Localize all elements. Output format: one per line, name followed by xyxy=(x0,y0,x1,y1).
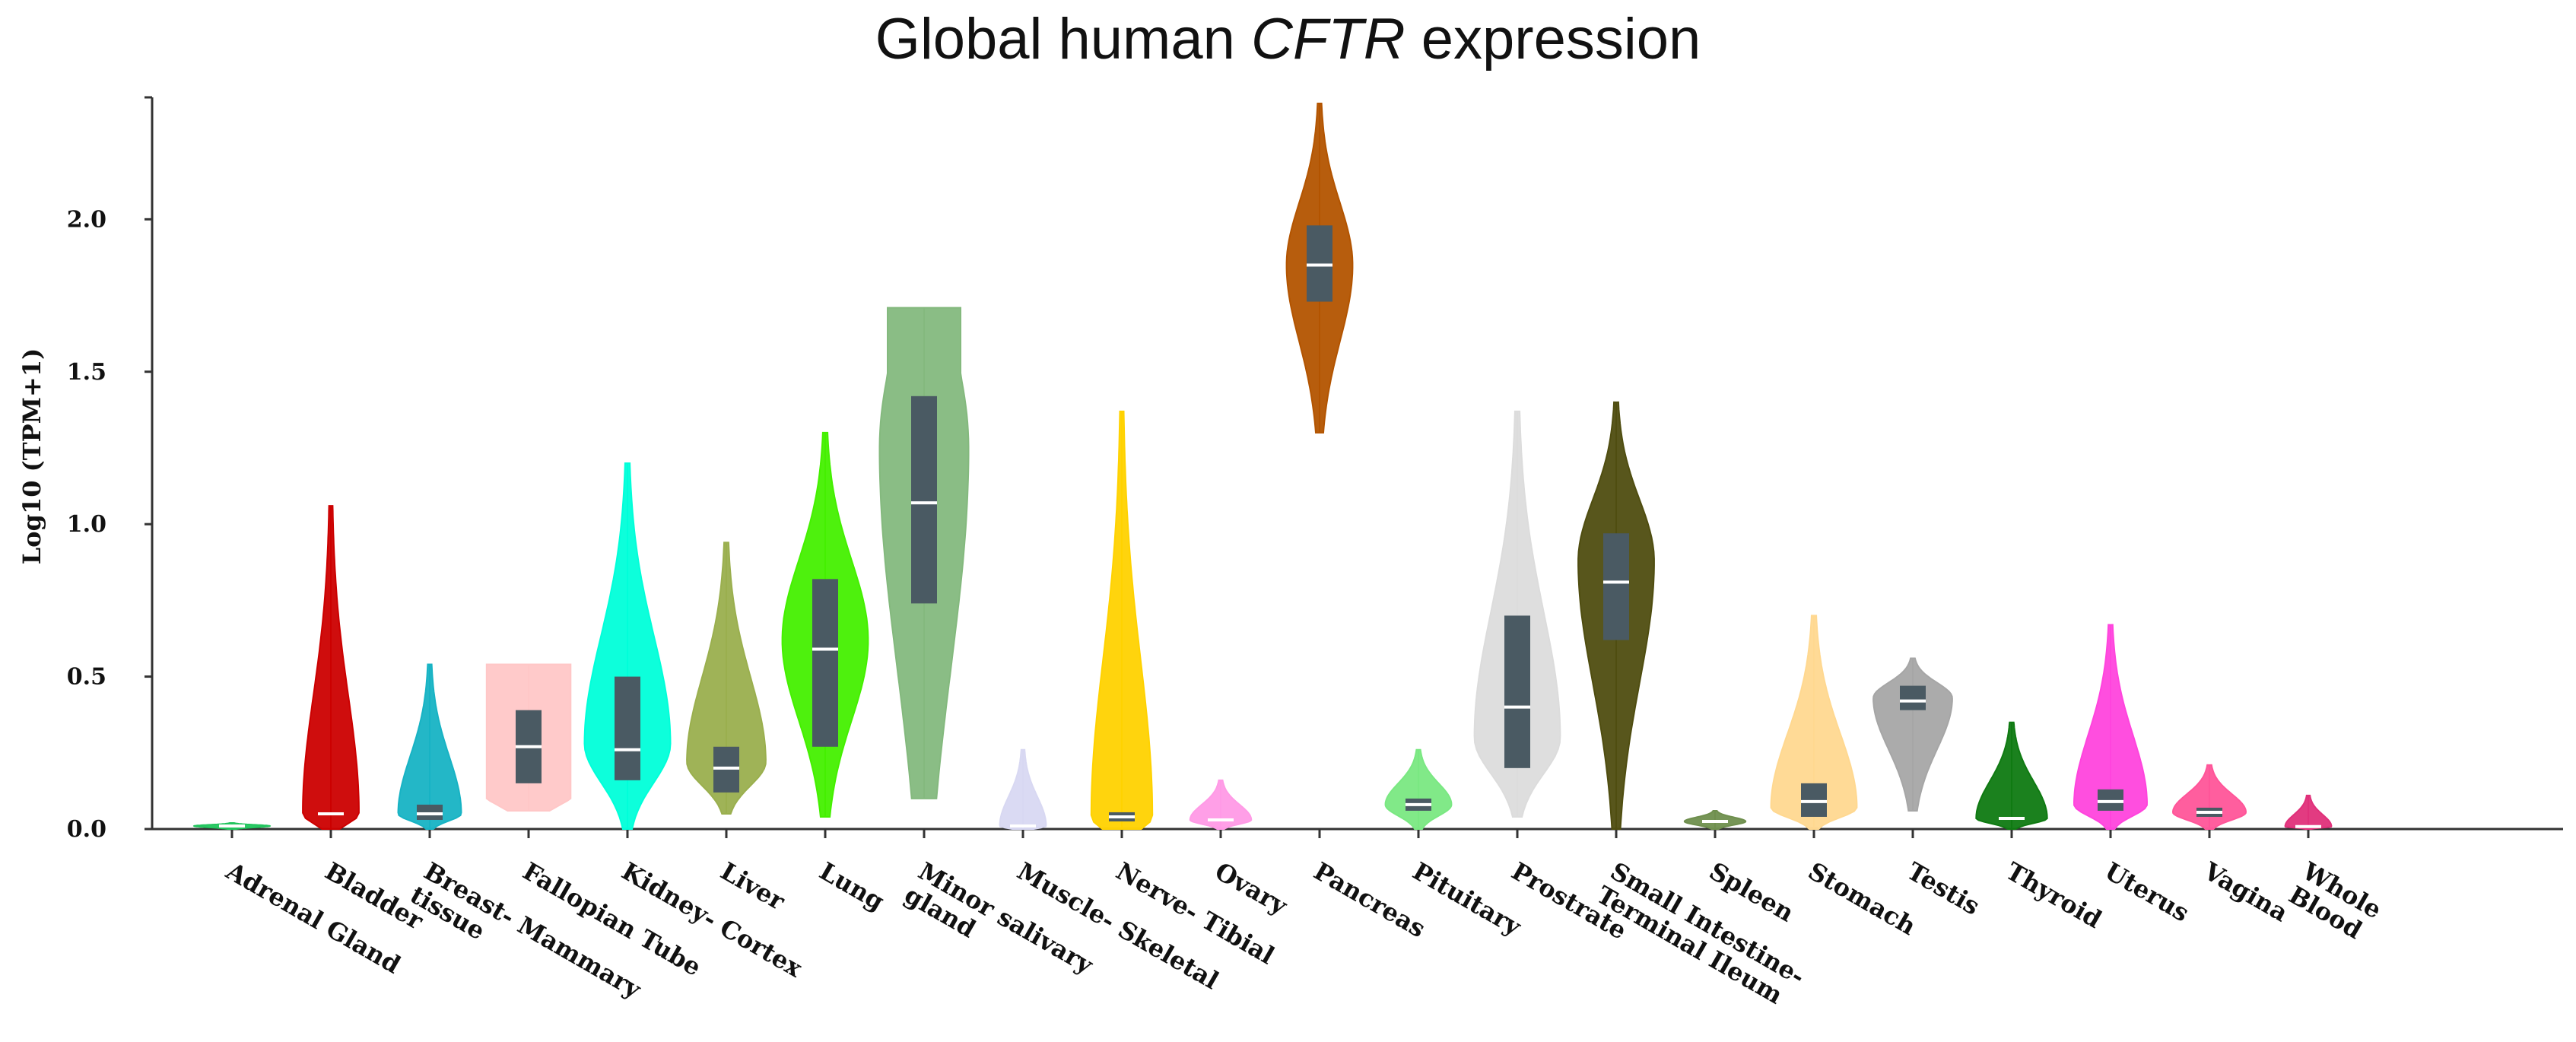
axes: 0.0 0.5 1.0 1.5 2.0 xyxy=(67,96,2563,843)
iqr-box xyxy=(812,579,838,747)
violin-liver xyxy=(686,542,767,815)
title-suffix: expression xyxy=(1405,7,1701,71)
violin-muscle-skeletal xyxy=(999,748,1047,830)
violin-lung xyxy=(781,431,869,818)
iqr-box xyxy=(2098,789,2123,811)
category-label: Ovary xyxy=(1210,856,1293,921)
violin-pituitary xyxy=(1384,748,1453,830)
category-label: Thyroid xyxy=(2001,856,2107,934)
category-label-line: Testis xyxy=(1902,856,1985,921)
category-label: Small Intestine-Terminal Ileum xyxy=(1592,856,1810,1015)
violin-stomach xyxy=(1770,615,1858,830)
violin-testis xyxy=(1872,657,1953,812)
violin-breast-mammary-tissue xyxy=(397,663,462,830)
violin-bladder xyxy=(302,505,360,830)
violin-minor-salivary-gland xyxy=(878,307,970,799)
category-label-line: Lung xyxy=(815,856,889,917)
category-label-line: Liver xyxy=(716,856,790,917)
category-label: WholeBlood xyxy=(2283,856,2387,948)
category-label-line: Thyroid xyxy=(2001,856,2107,934)
violin-vagina xyxy=(2171,764,2247,830)
title-gene: CFTR xyxy=(1251,7,1406,71)
iqr-box xyxy=(1307,225,1332,302)
category-label: Adrenal Gland xyxy=(221,856,405,980)
iqr-box xyxy=(911,396,937,604)
title-prefix: Global human xyxy=(875,7,1251,71)
category-label: Liver xyxy=(716,856,790,917)
violin-pancreas xyxy=(1285,102,1354,434)
violin-fallopian-tube xyxy=(485,663,572,812)
violin-spleen xyxy=(1683,809,1747,830)
category-label-line: Uterus xyxy=(2100,856,2194,928)
violin-uterus xyxy=(2073,624,2149,830)
violin-kidney-cortex xyxy=(583,462,672,830)
iqr-box xyxy=(615,676,640,780)
y-tick-label: 1.5 xyxy=(67,359,106,386)
violin-thyroid xyxy=(1975,721,2048,830)
iqr-box xyxy=(1801,783,1827,817)
y-tick-label: 1.0 xyxy=(67,511,106,538)
iqr-box xyxy=(1900,685,1926,710)
category-label-line: Kidney- Cortex xyxy=(617,856,808,983)
category-label-line: Vagina xyxy=(2198,856,2293,928)
category-label: Uterus xyxy=(2100,856,2194,928)
category-label: Kidney- Cortex xyxy=(617,856,808,983)
violin-prostrate xyxy=(1473,410,1561,818)
iqr-box xyxy=(1504,615,1530,768)
iqr-box xyxy=(1603,533,1629,640)
category-label-line: Ovary xyxy=(1210,856,1293,921)
violin-small-intestine-terminal-ileum xyxy=(1577,401,1655,830)
category-label-line: Stomach xyxy=(1803,856,1921,941)
chart-title: Global human CFTR expression xyxy=(0,6,2576,72)
y-tick-label: 0.0 xyxy=(67,816,106,843)
iqr-box xyxy=(417,804,443,820)
y-tick-label: 0.5 xyxy=(67,664,106,691)
category-label-line: Adrenal Gland xyxy=(221,856,405,980)
category-label: Stomach xyxy=(1803,856,1921,941)
y-tick-label: 2.0 xyxy=(67,206,106,233)
category-label: Pituitary xyxy=(1408,856,1527,942)
violins xyxy=(192,102,2333,830)
category-label: Pancreas xyxy=(1309,856,1431,943)
iqr-box xyxy=(713,746,739,793)
category-label: Minor salivarygland xyxy=(900,856,1099,1004)
violin-whole-blood xyxy=(2284,794,2333,830)
violin-nerve-tibial xyxy=(1090,410,1154,830)
violin-adrenal-gland xyxy=(192,821,272,830)
category-label: Lung xyxy=(815,856,889,917)
violin-ovary xyxy=(1189,779,1253,830)
category-label-line: Pituitary xyxy=(1408,856,1527,942)
category-label: Testis xyxy=(1902,856,1985,921)
category-label: Vagina xyxy=(2198,856,2293,928)
category-label-line: Pancreas xyxy=(1309,856,1431,943)
